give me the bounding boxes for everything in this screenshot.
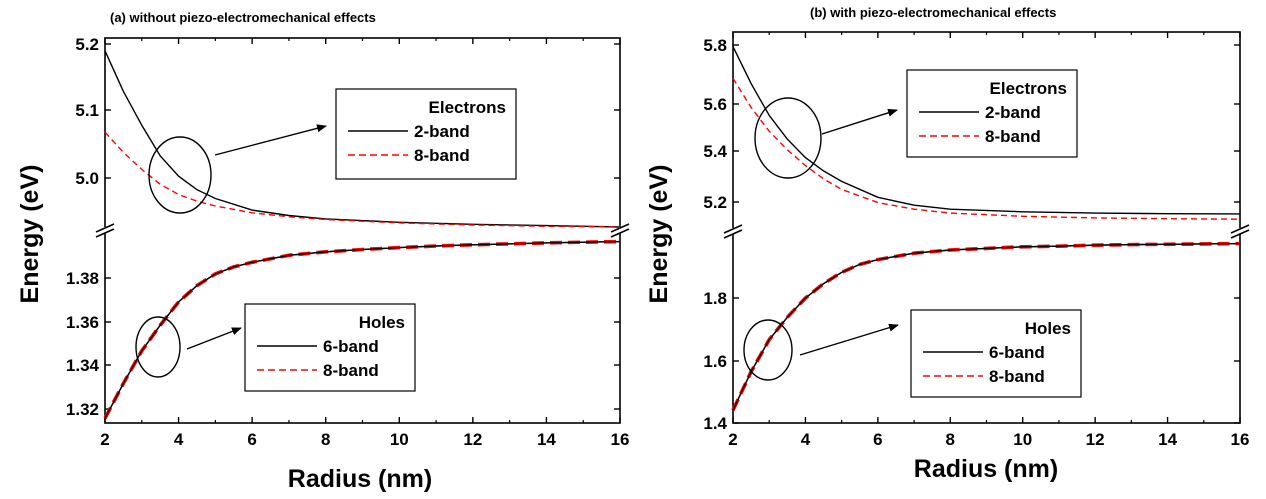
panel-b-lower-legend-label: 8-band xyxy=(989,367,1045,386)
panel-b-upper-legend-label: 8-band xyxy=(985,127,1041,146)
panel-a-xlabel: Radius (nm) xyxy=(288,465,432,493)
panel-a-x-tick-label: 6 xyxy=(247,430,256,449)
panel-a-lower-y-tick-label: 1.34 xyxy=(66,356,100,375)
panel-a-axis-break-mark xyxy=(95,228,115,238)
panel-b-axis-break-mark xyxy=(1230,229,1250,239)
panel-b-lower-y-tick-label: 1.6 xyxy=(703,352,727,371)
panel-a-lower-y-tick-label: 1.32 xyxy=(66,400,99,419)
panel-b-upper-legend-box xyxy=(906,69,1078,158)
panel-b-upper-legend-title: Electrons xyxy=(990,79,1067,98)
panel-b-upper-legend-label: 2-band xyxy=(985,103,1041,122)
panel-a-upper-series-8-band-line xyxy=(104,131,621,228)
panel-a-lower-legend-label: 8-band xyxy=(323,361,379,380)
panel-a-upper-y-tick-label: 5.2 xyxy=(75,35,99,54)
panel-b-axis-break-mark xyxy=(723,229,743,239)
panel-a-x-tick-label: 12 xyxy=(463,430,482,449)
panel-a-lower-legend-box xyxy=(244,303,416,392)
panel-b-x-tick-label: 12 xyxy=(1086,430,1105,449)
panel-a-x-tick-label: 2 xyxy=(100,430,109,449)
panel-a-axis-break-gap xyxy=(617,227,623,233)
panel-a: (a) without piezo-electromechanical effe… xyxy=(16,10,629,493)
panel-a-upper-legend-box xyxy=(335,88,517,180)
panel-b-upper-annotation-arrow xyxy=(821,108,898,135)
panel-b-upper-y-tick-label: 5.6 xyxy=(703,95,727,114)
panel-a-lower-annotation-ellipse xyxy=(135,316,181,378)
panel-b-axis-break-gap xyxy=(1237,228,1243,234)
panel-a-axis-break-mark xyxy=(610,228,630,238)
panel-b-lower-legend-title: Holes xyxy=(1025,319,1071,338)
panel-b-lower-legend-label: 6-band xyxy=(989,343,1045,362)
panel-b-x-tick-label: 2 xyxy=(728,430,737,449)
panel-b-x-tick-label: 4 xyxy=(801,430,811,449)
panel-a-upper-annotation-arrow xyxy=(214,124,327,156)
panel-a-upper-legend-label: 2-band xyxy=(414,122,470,141)
panel-a-upper-legend-title: Electrons xyxy=(429,98,506,117)
panel-a-axis-break-gap xyxy=(102,227,108,233)
panel-b-upper-series-2-band-line xyxy=(732,46,1241,215)
panel-b-upper-y-tick-label: 5.4 xyxy=(703,142,727,161)
panel-a-x-tick-label: 16 xyxy=(611,430,630,449)
panel-b-upper-annotation-ellipse xyxy=(754,97,822,179)
panel-a-upper-legend-label: 8-band xyxy=(414,146,470,165)
panel-a-ylabel: Energy (eV) xyxy=(16,165,44,304)
panel-b-axis-break-mark xyxy=(1230,224,1250,234)
panel-b-axis-break-mark xyxy=(723,224,743,234)
panel-a-axis-break-mark xyxy=(610,223,630,233)
panel-a-lower-legend-title: Holes xyxy=(359,313,405,332)
panel-b-x-tick-label: 6 xyxy=(873,430,882,449)
panel-b-lower-series-6-band-overlay-line xyxy=(732,242,1241,411)
panel-a-lower-series-6-band-overlay-line xyxy=(104,240,621,419)
panel-b-x-tick-label: 14 xyxy=(1158,430,1177,449)
panel-b-axis-break-gap xyxy=(730,228,736,234)
panel-a-x-tick-label: 8 xyxy=(321,430,330,449)
panel-b: (b) with piezo-electromechanical effects… xyxy=(645,5,1249,483)
panel-b-x-tick-label: 16 xyxy=(1231,430,1250,449)
panel-b-x-tick-label: 10 xyxy=(1013,430,1032,449)
panel-a-x-tick-label: 4 xyxy=(174,430,184,449)
panel-b-xlabel: Radius (nm) xyxy=(914,455,1058,483)
panel-a-title: (a) without piezo-electromechanical effe… xyxy=(110,10,376,25)
panel-a-x-tick-label: 14 xyxy=(537,430,556,449)
panel-a-lower-y-tick-label: 1.36 xyxy=(66,313,99,332)
panel-a-upper-y-tick-label: 5.0 xyxy=(75,169,99,188)
panel-b-lower-y-tick-label: 1.8 xyxy=(703,289,727,308)
panel-b-upper-series-8-band-line xyxy=(732,78,1241,220)
panel-b-upper-y-tick-label: 5.8 xyxy=(703,36,727,55)
panel-a-axis-break-mark xyxy=(95,223,115,233)
panel-b-lower-annotation-arrow xyxy=(799,323,899,356)
panel-a-upper-y-tick-label: 5.1 xyxy=(75,101,99,120)
panel-a-upper-annotation-ellipse xyxy=(148,136,212,214)
panel-b-ylabel: Energy (eV) xyxy=(645,165,673,304)
panel-b-lower-y-tick-label: 1.4 xyxy=(703,414,727,433)
panel-b-lower-legend-box xyxy=(910,309,1082,398)
panel-a-lower-y-tick-label: 1.38 xyxy=(66,269,99,288)
panel-b-upper-y-tick-label: 5.2 xyxy=(703,193,727,212)
panel-a-x-tick-label: 10 xyxy=(390,430,409,449)
panel-b-lower-annotation-ellipse xyxy=(743,319,793,381)
panel-b-x-tick-label: 8 xyxy=(946,430,955,449)
panel-a-lower-legend-label: 6-band xyxy=(323,337,379,356)
panel-a-lower-annotation-arrow xyxy=(186,327,242,350)
panel-b-title: (b) with piezo-electromechanical effects xyxy=(810,5,1056,20)
